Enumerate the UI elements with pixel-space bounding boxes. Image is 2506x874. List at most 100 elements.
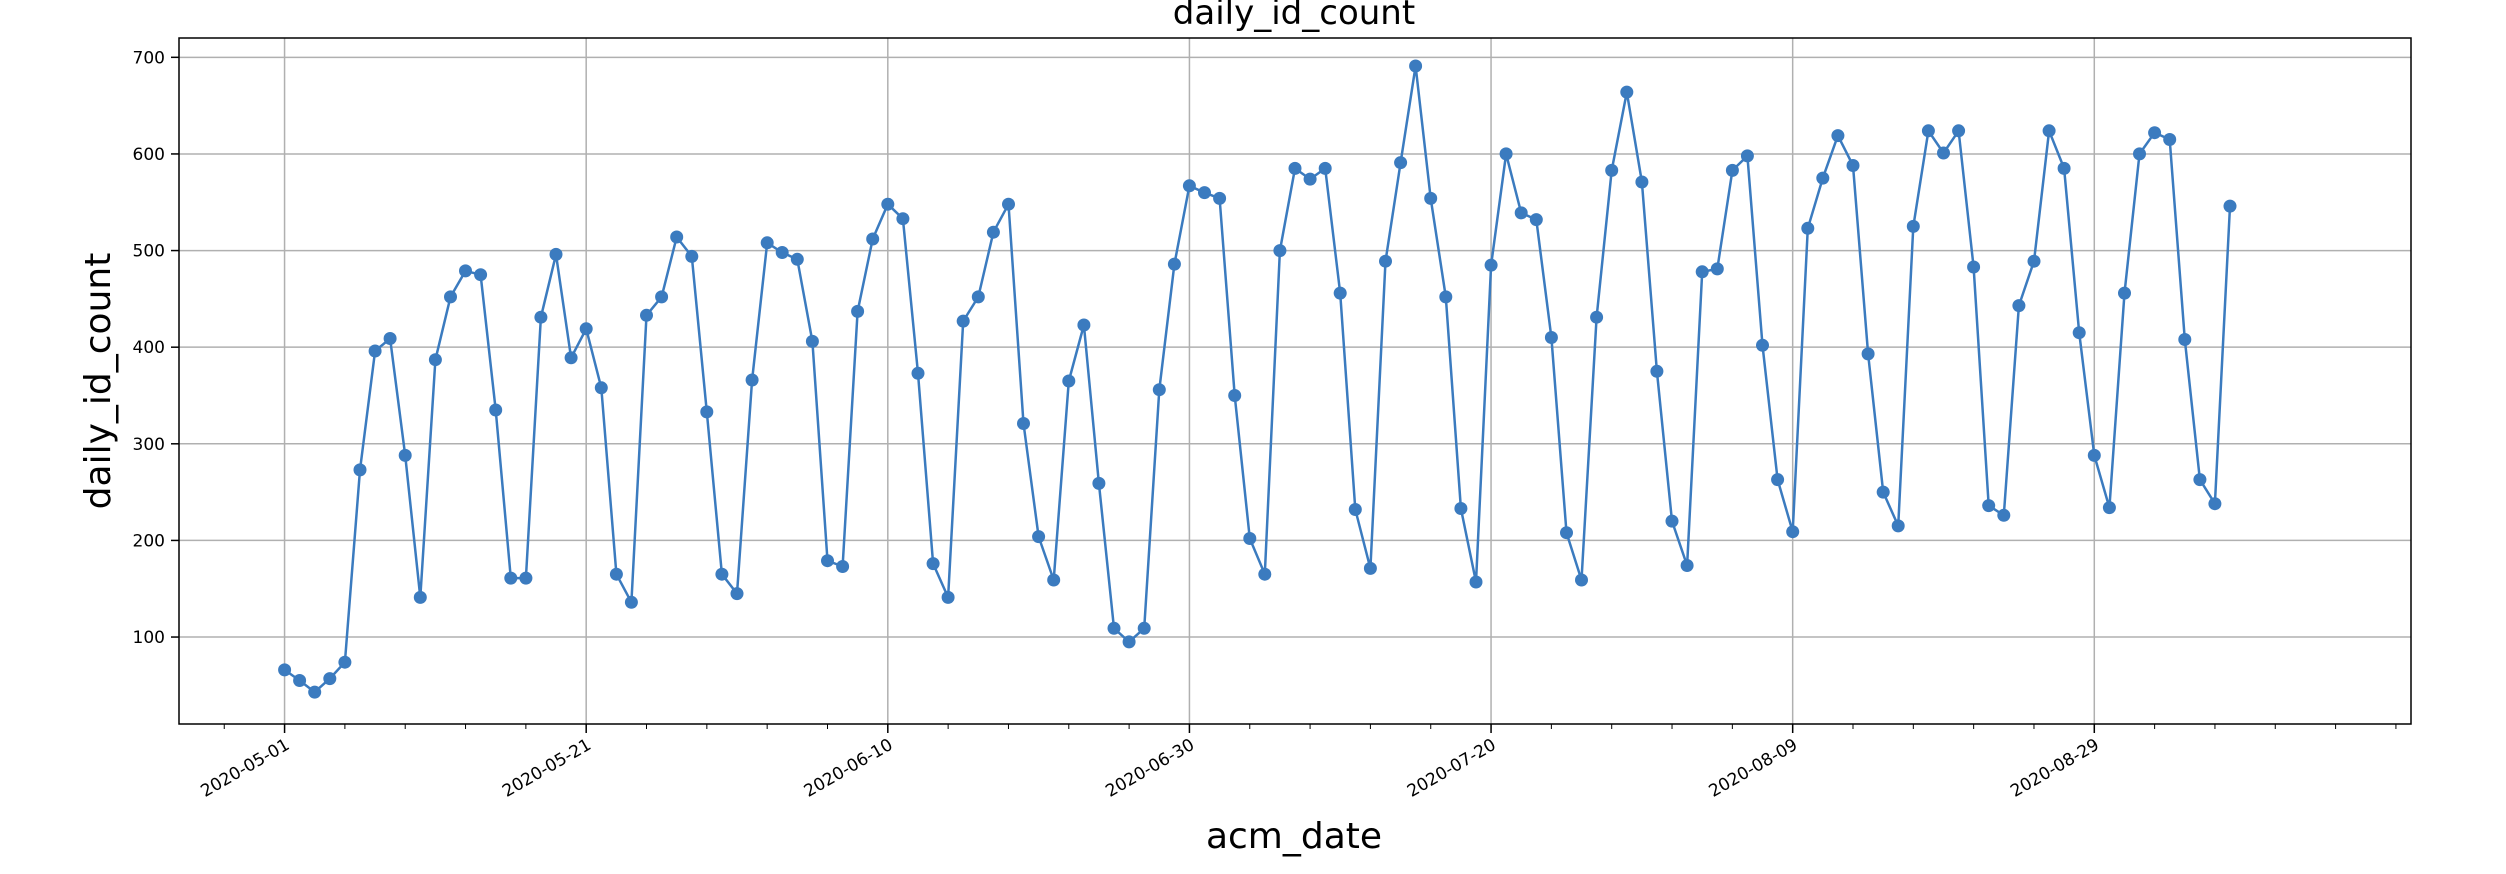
data-point [1756,338,1769,352]
data-point [1303,172,1317,186]
data-point [1454,502,1468,515]
data-point [1032,530,1046,544]
data-point [1469,575,1483,589]
data-point [821,554,834,568]
data-point [1710,262,1724,276]
data-point [1333,286,1347,300]
data-point [1288,161,1302,175]
data-point [579,322,593,336]
data-point [986,225,1000,239]
data-point [1937,146,1950,160]
data-point [1695,265,1709,279]
data-point [1152,383,1166,397]
data-point [1952,124,1966,138]
data-point [1725,163,1739,177]
data-point [549,247,563,261]
data-point [2102,501,2116,515]
data-point [1831,129,1845,143]
data-point [489,403,503,417]
data-point [308,685,322,699]
data-point [745,373,759,387]
x-tick-label: 2020-07-20 [1404,735,1500,802]
data-point [1122,635,1136,649]
data-point [1228,389,1242,402]
data-point [1394,156,1408,170]
data-point [1786,525,1800,539]
data-point [1891,519,1905,533]
data-point [428,353,442,367]
data-point [836,560,850,573]
data-point [2057,161,2071,175]
data-point [655,290,669,304]
data-point [1801,221,1815,235]
data-point [474,268,488,282]
data-point [1997,508,2011,522]
chart-title: daily_id_count [1173,0,1415,33]
data-point [1379,254,1392,268]
data-point [1514,206,1528,220]
data-point [1861,347,1875,361]
data-point [1529,213,1543,227]
data-point [790,252,804,266]
data-point [1273,244,1287,258]
data-point [1363,561,1377,575]
data-point [1590,310,1604,324]
data-point [1047,573,1061,587]
data-point [1137,621,1151,635]
y-tick-label: 400 [133,338,165,358]
x-tick-label: 2020-06-10 [801,735,897,802]
data-point [1665,514,1679,528]
grid-lines [179,38,2411,724]
data-point [1167,257,1181,271]
data-point [685,249,699,263]
data-point [1982,499,1996,513]
data-point [1258,567,1272,581]
data-point [700,405,714,419]
data-point [1544,331,1558,344]
data-point [2118,286,2131,300]
data-point [1499,147,1513,161]
series-daily-id-count [278,59,2237,699]
data-point [866,232,880,246]
data-point [1092,476,1106,490]
data-point [775,246,789,259]
data-point [2163,133,2177,146]
data-point [1424,191,1438,205]
data-point [1017,417,1030,430]
data-point [1846,159,1860,172]
data-point [2148,126,2162,140]
y-tick-label: 600 [133,145,165,165]
data-point [2208,497,2222,511]
data-point [1771,473,1785,487]
data-point [1198,186,1211,200]
data-point [368,344,382,358]
data-point [805,334,819,348]
x-tick-label: 2020-05-21 [499,735,595,802]
data-point [504,571,518,585]
data-point [293,674,307,687]
y-axis: 100 200 300 400 500 600 700 [133,48,179,648]
data-point [413,590,427,604]
data-point [715,567,729,581]
data-point [1816,171,1830,185]
x-tick-label: 2020-06-30 [1102,735,1198,802]
data-point [1906,219,1920,233]
data-point [911,366,925,380]
data-point [1484,258,1498,272]
data-point [941,590,955,604]
data-point [2178,333,2192,346]
data-point [1575,573,1588,587]
data-point [1620,85,1634,99]
data-point [2087,448,2101,462]
data-point [1409,59,1423,73]
y-tick-label: 700 [133,48,165,68]
data-point [519,571,533,585]
data-point [1967,260,1981,274]
y-tick-label: 500 [133,242,165,262]
y-tick-label: 100 [133,628,165,648]
data-point [1439,290,1453,304]
y-axis-title: daily_id_count [78,253,119,510]
data-point [640,308,653,322]
data-point [1213,191,1227,205]
